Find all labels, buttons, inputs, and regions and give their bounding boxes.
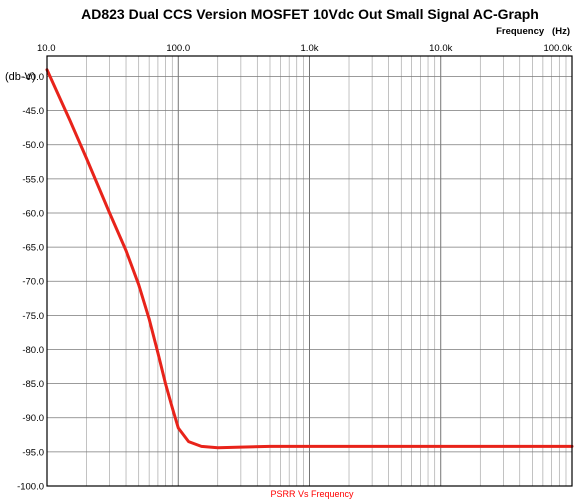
y-tick-label: -90.0 bbox=[22, 413, 44, 424]
x-tick-label: 100.0 bbox=[166, 43, 190, 54]
y-tick-label: -60.0 bbox=[22, 208, 44, 219]
y-tick-label: -85.0 bbox=[22, 379, 44, 390]
plot-frame bbox=[46, 55, 573, 487]
x-tick-label: 1.0k bbox=[301, 43, 319, 54]
y-tick-label: -65.0 bbox=[22, 243, 44, 254]
y-axis-label: (db-V) bbox=[5, 71, 36, 83]
y-tick-label: -50.0 bbox=[22, 140, 44, 151]
series-line bbox=[45, 68, 574, 450]
y-tick-label: -45.0 bbox=[22, 106, 44, 117]
chart-caption: PSRR Vs Frequency bbox=[270, 489, 354, 499]
y-tick-label: -95.0 bbox=[22, 447, 44, 458]
x-tick-label: 10.0 bbox=[37, 43, 56, 54]
y-tick-label: -70.0 bbox=[22, 277, 44, 288]
y-tick-labels: -40.0 -45.0 -50.0 -55.0 -60.0 -65.0 -70.0 -75.0… bbox=[17, 72, 44, 493]
y-tick-label: -75.0 bbox=[22, 311, 44, 322]
y-tick-label: -55.0 bbox=[22, 174, 44, 185]
x-tick-label: 10.0k bbox=[429, 43, 452, 54]
x-tick-label: 100.0k bbox=[543, 43, 572, 54]
chart-title: AD823 Dual CCS Version MOSFET 10Vdc Out … bbox=[81, 6, 539, 22]
series-group bbox=[45, 68, 574, 450]
grid bbox=[47, 56, 572, 486]
x-axis-label: Frequency (Hz) bbox=[496, 26, 570, 37]
y-tick-label: -100.0 bbox=[17, 482, 44, 493]
x-tick-labels: 10.0 100.0 1.0k 10.0k 100.0k bbox=[37, 43, 572, 54]
y-tick-label: -40.0 bbox=[22, 72, 44, 83]
y-tick-label: -80.0 bbox=[22, 345, 44, 356]
